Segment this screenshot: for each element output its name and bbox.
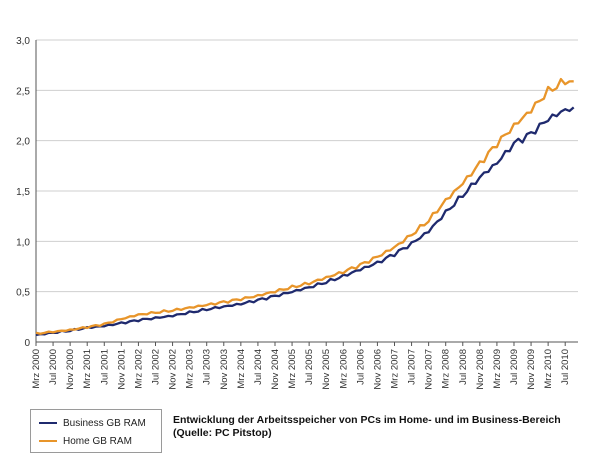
y-tick-label: 0,5 [16, 288, 30, 299]
x-tick-label: Jul 2002 [150, 349, 161, 385]
x-tick-label: Mrz 2006 [338, 349, 349, 389]
x-tick-label: Jul 2010 [560, 349, 571, 385]
x-tick-label: Mrz 2002 [133, 349, 144, 389]
x-tick-label: Mrz 2010 [543, 349, 554, 389]
x-tick-label: Nov 2001 [116, 349, 127, 390]
caption-line-2: (Quelle: PC Pitstop) [173, 427, 272, 439]
x-tick-label: Jul 2000 [48, 349, 59, 385]
x-tick-label: Jul 2007 [407, 349, 418, 385]
x-tick-label: Mrz 2003 [185, 349, 196, 389]
y-tick-label: 0 [24, 338, 30, 349]
x-tick-label: Nov 2006 [372, 349, 383, 390]
x-tick-label: Nov 2002 [168, 349, 179, 390]
legend-item-home: Home GB RAM [39, 434, 132, 448]
x-tick-label: Nov 2008 [475, 349, 486, 390]
x-tick-label: Nov 2003 [219, 349, 230, 390]
y-axis: 0 0,5 1,0 1,5 2,0 2,5 3,0 [16, 36, 37, 349]
legend-item-business: Business GB RAM [39, 416, 146, 430]
x-tick-label: Jul 2009 [509, 349, 520, 385]
x-tick-label: Jul 2006 [355, 349, 366, 385]
x-axis: Mrz 2000 Jul 2000 Nov 2000 Mrz 2001 Jul 2001… [31, 342, 571, 390]
x-tick-label: Nov 2000 [65, 349, 76, 390]
x-tick-label: Nov 2004 [270, 349, 281, 390]
x-tick-label: Jul 2001 [99, 349, 110, 385]
y-tick-label: 1,5 [16, 187, 30, 198]
x-tick-label: Mrz 2008 [441, 349, 452, 389]
gridlines [36, 39, 578, 343]
chart-caption: Entwicklung der Arbeitsspeicher von PCs … [173, 414, 593, 440]
legend-swatch-business [39, 422, 57, 424]
y-tick-label: 2,0 [16, 137, 30, 148]
x-tick-label: Mrz 2005 [287, 349, 298, 389]
legend-label-business: Business GB RAM [63, 417, 146, 429]
y-tick-label: 3,0 [16, 36, 30, 47]
legend: Business GB RAM Home GB RAM [30, 409, 162, 453]
series-line-home [35, 77, 574, 335]
x-tick-label: Nov 2005 [321, 349, 332, 390]
y-tick-label: 2,5 [16, 86, 30, 97]
x-tick-label: Nov 2009 [526, 349, 537, 390]
series-lines [35, 77, 575, 337]
x-tick-label: Mrz 2004 [236, 349, 247, 389]
x-tick-label: Mrz 2001 [82, 349, 93, 389]
x-tick-label: Jul 2008 [458, 349, 469, 385]
y-tick-label: 1,0 [16, 237, 30, 248]
x-tick-label: Mrz 2007 [389, 349, 400, 389]
caption-line-1: Entwicklung der Arbeitsspeicher von PCs … [173, 414, 561, 426]
x-tick-label: Mrz 2000 [31, 349, 42, 389]
line-chart: 0 0,5 1,0 1,5 2,0 2,5 3,0 Mrz 2000 Jul 2000 Nov … [16, 36, 578, 390]
x-tick-label: Mrz 2009 [492, 349, 503, 389]
x-tick-label: Jul 2004 [253, 349, 264, 385]
legend-swatch-home [39, 440, 57, 442]
x-tick-label: Nov 2007 [424, 349, 435, 390]
series-line-business [35, 106, 575, 337]
x-tick-label: Jul 2005 [304, 349, 315, 385]
legend-label-home: Home GB RAM [63, 435, 132, 447]
x-tick-label: Jul 2003 [202, 349, 213, 385]
